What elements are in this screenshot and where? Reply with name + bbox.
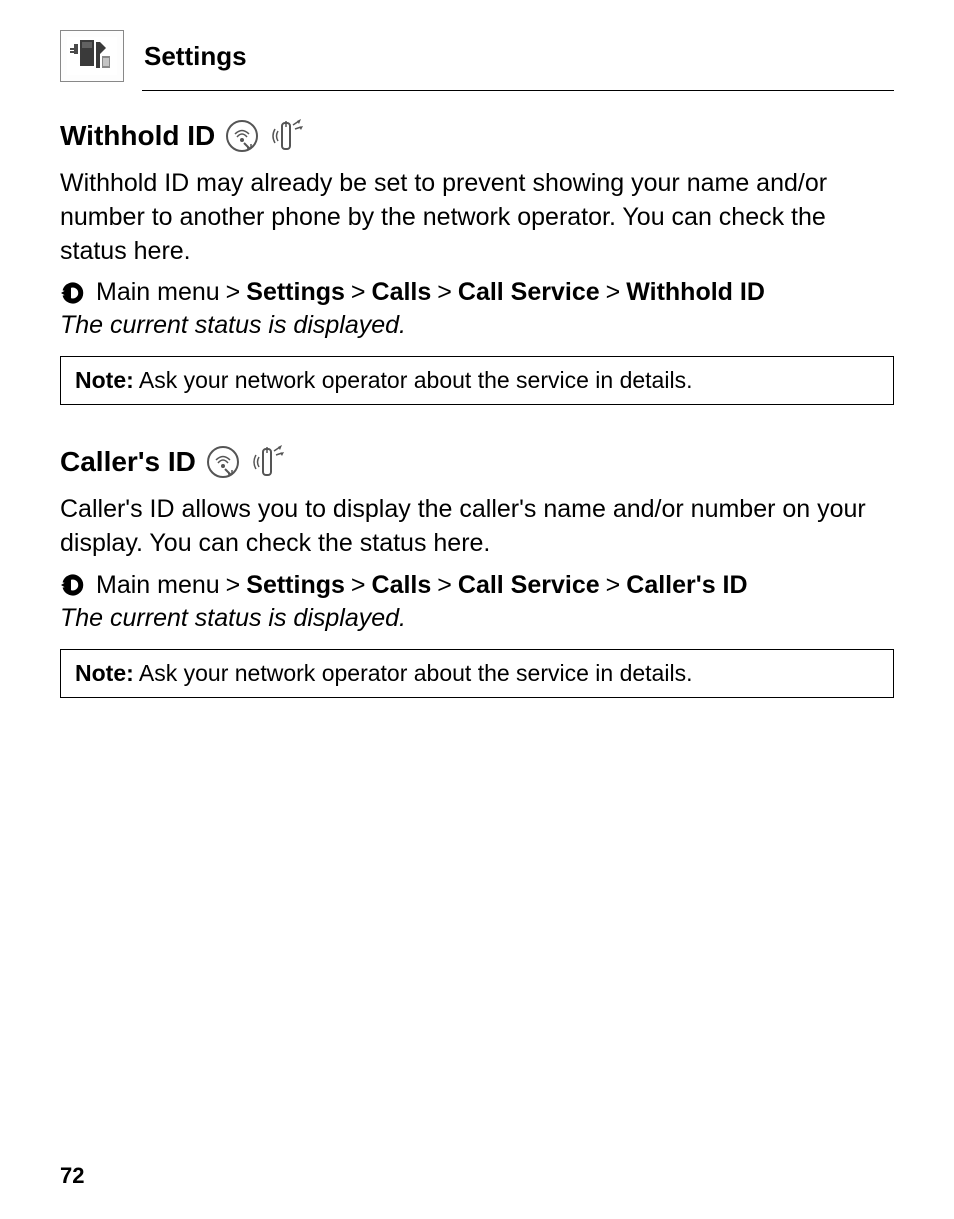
network-dependent-icon [225, 119, 259, 153]
section1-body: Withhold ID may already be set to preven… [60, 167, 894, 268]
nav-settings: Settings [246, 571, 345, 600]
nav-calls: Calls [372, 278, 432, 307]
nav-sep: > [606, 571, 621, 600]
nav-last: Withhold ID [626, 278, 765, 307]
nav-callservice: Call Service [458, 278, 600, 307]
section1-note-box: Note: Ask your network operator about th… [60, 356, 894, 405]
product-logo [60, 30, 124, 82]
section2-nav-path: Main menu > Settings > Calls > Call Serv… [60, 571, 894, 600]
header-underline [142, 90, 894, 91]
nav-prefix: Main menu [96, 278, 220, 307]
nav-arrow-icon [60, 280, 90, 306]
section2-body: Caller's ID allows you to display the ca… [60, 493, 894, 561]
nav-arrow-icon [60, 572, 90, 598]
sim-dependent-icon [269, 119, 303, 153]
section2-status: The current status is displayed. [60, 604, 894, 633]
section2-note-box: Note: Ask your network operator about th… [60, 649, 894, 698]
note-label: Note: [75, 660, 134, 686]
nav-settings: Settings [246, 278, 345, 307]
sim-dependent-icon [250, 445, 284, 479]
nav-calls: Calls [372, 571, 432, 600]
nav-sep: > [351, 571, 366, 600]
nav-sep: > [437, 278, 452, 307]
nav-sep: > [437, 571, 452, 600]
section1-title: Withhold ID [60, 120, 215, 152]
callers-id-heading: Caller's ID [60, 445, 894, 479]
nav-callservice: Call Service [458, 571, 600, 600]
section1-status: The current status is displayed. [60, 311, 894, 340]
note-text: Ask your network operator about the serv… [134, 367, 693, 393]
note-text: Ask your network operator about the serv… [134, 660, 693, 686]
note-label: Note: [75, 367, 134, 393]
nav-sep: > [351, 278, 366, 307]
section1-nav-path: Main menu > Settings > Calls > Call Serv… [60, 278, 894, 307]
nav-sep: > [226, 571, 241, 600]
nav-last: Caller's ID [626, 571, 747, 600]
network-dependent-icon [206, 445, 240, 479]
nav-sep: > [606, 278, 621, 307]
nav-prefix: Main menu [96, 571, 220, 600]
nav-sep: > [226, 278, 241, 307]
header-title: Settings [144, 41, 247, 72]
logo-glyph-icon [66, 36, 118, 76]
page-number: 72 [60, 1163, 84, 1189]
page-header: Settings [60, 30, 894, 82]
withhold-id-heading: Withhold ID [60, 119, 894, 153]
section2-title: Caller's ID [60, 446, 196, 478]
